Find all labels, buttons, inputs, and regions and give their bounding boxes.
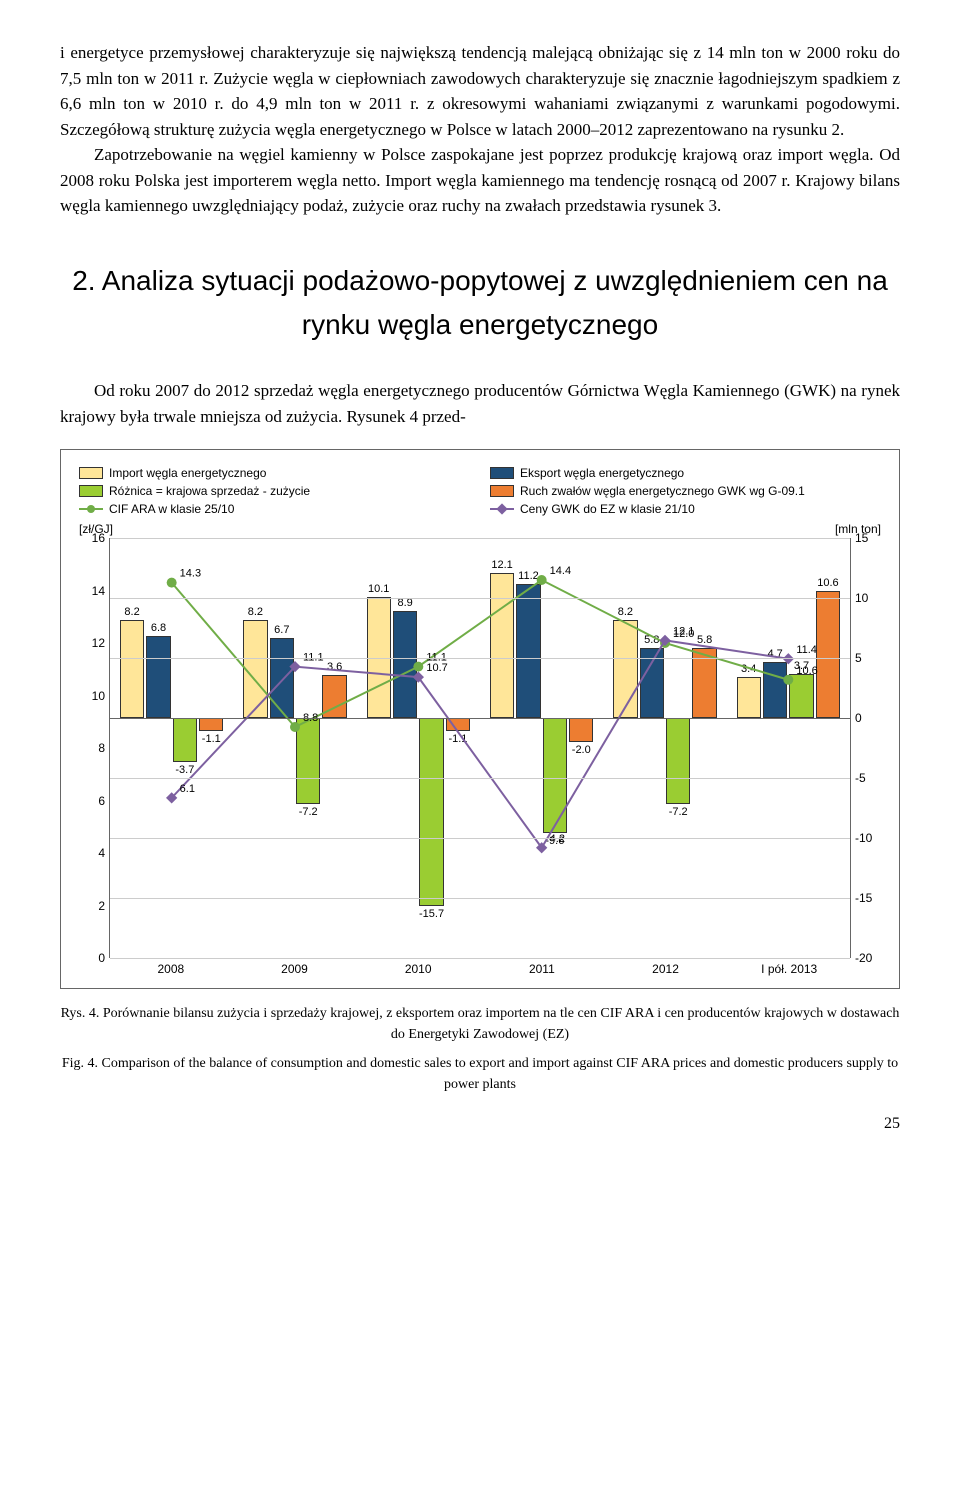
bar-import: 3.4 bbox=[737, 538, 761, 958]
bar-roznica: 3.7 bbox=[789, 538, 813, 958]
bar-ruch: -1.1 bbox=[446, 538, 470, 958]
bar-roznica: -7.2 bbox=[296, 538, 320, 958]
bar-roznica: -9.6 bbox=[543, 538, 567, 958]
swatch-roznica bbox=[79, 485, 103, 497]
x-axis-labels: 20082009201020112012I pół. 2013 bbox=[79, 962, 881, 976]
axis-unit-labels: [zł/GJ] [mln ton] bbox=[79, 522, 881, 536]
caption-pl: Rys. 4. Porównanie bilansu zużycia i spr… bbox=[60, 1003, 900, 1045]
x-group: 12.111.2-9.6-2.0 bbox=[480, 538, 603, 958]
bar-roznica: -7.2 bbox=[666, 538, 690, 958]
caption-en: Fig. 4. Comparison of the balance of con… bbox=[60, 1053, 900, 1095]
bar-import: 8.2 bbox=[120, 538, 144, 958]
figure-caption: Rys. 4. Porównanie bilansu zużycia i spr… bbox=[60, 1003, 900, 1095]
bar-import: 8.2 bbox=[613, 538, 637, 958]
bar-eksport: 4.7 bbox=[763, 538, 787, 958]
x-tick-label: 2012 bbox=[604, 962, 728, 976]
bar-ruch: 3.6 bbox=[322, 538, 346, 958]
swatch-eksport bbox=[490, 467, 514, 479]
swatch-cif bbox=[79, 508, 103, 510]
bar-import: 10.1 bbox=[367, 538, 391, 958]
bar-eksport: 11.2 bbox=[516, 538, 540, 958]
legend-eksport: Eksport węgla energetycznego bbox=[490, 466, 881, 480]
x-group: 3.44.73.710.6 bbox=[727, 538, 850, 958]
bar-ruch: 10.6 bbox=[816, 538, 840, 958]
body-text: i energetyce przemysłowej charakteryzuje… bbox=[60, 40, 900, 219]
bar-ruch: 5.8 bbox=[692, 538, 716, 958]
y-axis-right: -20-15-10-5051015 bbox=[851, 538, 881, 958]
legend-cif: CIF ARA w klasie 25/10 bbox=[79, 502, 470, 516]
legend-ruch: Ruch zwałów węgla energetycznego GWK wg … bbox=[490, 484, 881, 498]
x-tick-label: 2011 bbox=[480, 962, 604, 976]
bar-eksport: 8.9 bbox=[393, 538, 417, 958]
x-tick-label: 2009 bbox=[233, 962, 357, 976]
bar-roznica: -15.7 bbox=[419, 538, 443, 958]
x-tick-label: 2008 bbox=[109, 962, 233, 976]
section-intro: Od roku 2007 do 2012 sprzedaż węgla ener… bbox=[60, 378, 900, 429]
x-group: 8.26.8-3.7-1.1 bbox=[110, 538, 233, 958]
paragraph-1: i energetyce przemysłowej charakteryzuje… bbox=[60, 40, 900, 142]
x-group: 8.26.7-7.23.6 bbox=[233, 538, 356, 958]
bar-eksport: 5.8 bbox=[640, 538, 664, 958]
x-group: 8.25.8-7.25.8 bbox=[603, 538, 726, 958]
legend-roznica: Różnica = krajowa sprzedaż - zużycie bbox=[79, 484, 470, 498]
bar-eksport: 6.7 bbox=[270, 538, 294, 958]
x-group: 10.18.9-15.7-1.1 bbox=[357, 538, 480, 958]
chart-figure-4: Import węgla energetycznego Eksport węgl… bbox=[60, 449, 900, 989]
bar-ruch: -1.1 bbox=[199, 538, 223, 958]
bar-roznica: -3.7 bbox=[173, 538, 197, 958]
swatch-ruch bbox=[490, 485, 514, 497]
swatch-import bbox=[79, 467, 103, 479]
bar-import: 12.1 bbox=[490, 538, 514, 958]
x-tick-label: I pół. 2013 bbox=[727, 962, 851, 976]
bar-ruch: -2.0 bbox=[569, 538, 593, 958]
bar-import: 8.2 bbox=[243, 538, 267, 958]
paragraph-2: Zapotrzebowanie na węgiel kamienny w Pol… bbox=[60, 142, 900, 219]
bar-eksport: 6.8 bbox=[146, 538, 170, 958]
chart-legend: Import węgla energetycznego Eksport węgl… bbox=[79, 466, 881, 516]
swatch-ceny bbox=[490, 508, 514, 510]
y-axis-left: 0246810121416 bbox=[79, 538, 109, 958]
legend-ceny: Ceny GWK do EZ w klasie 21/10 bbox=[490, 502, 881, 516]
chart-area: 0246810121416 8.26.8-3.7-1.18.26.7-7.23.… bbox=[79, 538, 881, 958]
x-tick-label: 2010 bbox=[356, 962, 480, 976]
section-title: 2. Analiza sytuacji podażowo-popytowej z… bbox=[60, 259, 900, 349]
page-number: 25 bbox=[60, 1115, 900, 1133]
legend-import: Import węgla energetycznego bbox=[79, 466, 470, 480]
plot-area: 8.26.8-3.7-1.18.26.7-7.23.610.18.9-15.7-… bbox=[109, 538, 851, 958]
